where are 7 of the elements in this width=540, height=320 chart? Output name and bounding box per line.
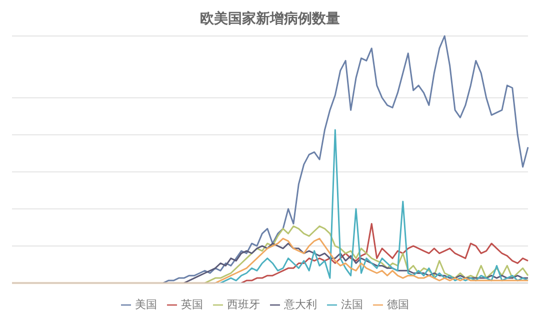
legend-label: 德国 — [387, 298, 409, 311]
chart-title: 欧美国家新增病例数量 — [199, 10, 341, 29]
legend-label: 西班牙 — [227, 298, 260, 311]
legend-label: 美国 — [135, 298, 157, 311]
legend-label: 英国 — [181, 298, 203, 311]
legend-label: 意大利 — [284, 298, 317, 311]
legend-label: 法国 — [341, 298, 363, 311]
